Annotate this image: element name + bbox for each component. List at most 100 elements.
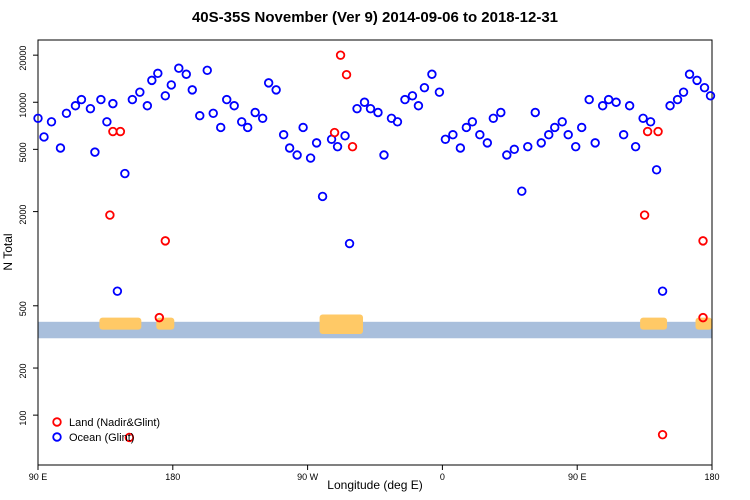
ocean-point (590, 138, 600, 148)
ocean-point (147, 75, 157, 86)
ocean-point (46, 117, 57, 127)
ocean-point (699, 82, 710, 93)
ocean-point (298, 122, 308, 133)
plot-border (37, 39, 713, 466)
ocean-point (250, 107, 260, 118)
land-point (657, 429, 668, 440)
ocean-point (181, 69, 191, 79)
ocean-point (672, 94, 683, 105)
ocean-point (292, 150, 302, 160)
land-point (341, 70, 352, 80)
ocean-point (530, 107, 540, 118)
ocean-point (618, 130, 629, 140)
ocean-point (166, 80, 177, 90)
ocean-point (651, 165, 662, 175)
land-point (115, 126, 126, 137)
x-tick-label: 90 E (29, 472, 48, 482)
x-axis-title: Longitude (deg E) (327, 478, 422, 492)
ocean-point (630, 141, 641, 152)
legend: Land (Nadir&Glint) Ocean (Glint) (52, 417, 160, 444)
land-points (105, 50, 708, 443)
ocean-point (102, 117, 112, 127)
ocean-point (576, 122, 587, 133)
land-point (108, 126, 118, 137)
ocean-point (153, 68, 163, 79)
ocean-points (33, 63, 716, 296)
ocean-point (96, 94, 106, 105)
land-point (653, 126, 663, 137)
ocean-point (482, 138, 493, 148)
land-mass-blob (319, 314, 364, 335)
ocean-point (365, 103, 376, 114)
land-mass-blob (99, 317, 142, 330)
ocean-point (39, 132, 49, 142)
ocean-point (665, 101, 675, 111)
x-tick-label: 90 W (297, 472, 319, 482)
ocean-point (550, 122, 560, 133)
ocean-point (160, 91, 171, 101)
ocean-point (359, 97, 370, 107)
land-mass-blob (156, 317, 175, 330)
ocean-point (544, 130, 554, 140)
ocean-point (127, 94, 138, 105)
y-tick-label: 5000 (18, 142, 28, 162)
legend-land-label: Land (Nadir&Glint) (69, 417, 160, 429)
ocean-point (440, 134, 451, 144)
ocean-point (496, 107, 506, 118)
ocean-point (563, 130, 573, 140)
ocean-point (509, 144, 519, 155)
ocean-point (284, 143, 295, 153)
land-point (335, 50, 346, 60)
ocean-point (195, 111, 205, 121)
ocean-point (705, 91, 716, 101)
ocean-point (242, 122, 253, 133)
legend-land-marker-icon (52, 417, 62, 427)
y-tick-label: 200 (18, 364, 28, 379)
land-point (124, 432, 135, 443)
land-point (160, 236, 171, 246)
band-rect (38, 321, 712, 339)
y-axis: 20000 10000 5000 2000 500 200 100 (18, 46, 38, 426)
ocean-point (638, 113, 648, 123)
ocean-point (624, 101, 635, 111)
ocean-point (557, 117, 567, 127)
ocean-point (142, 101, 153, 111)
ocean-point (523, 141, 533, 152)
x-tick-label: 90 E (568, 472, 587, 482)
ocean-point (112, 286, 123, 296)
ocean-point (407, 91, 418, 101)
ocean-point (340, 131, 350, 141)
ocean-point (257, 113, 268, 123)
ocean-point (305, 153, 316, 163)
legend-ocean-marker-icon (52, 432, 62, 442)
ocean-point (120, 168, 130, 179)
x-tick-label: 180 (165, 472, 180, 482)
land-mass-blob (640, 317, 668, 330)
reference-band (38, 321, 712, 339)
ocean-point (645, 117, 656, 127)
land-point (154, 312, 165, 323)
ocean-point (373, 107, 383, 118)
ocean-point (202, 65, 212, 76)
ocean-point (657, 286, 668, 296)
x-tick-label: 180 (704, 472, 719, 482)
ocean-point (434, 87, 445, 97)
legend-ocean-label: Ocean (Glint) (69, 432, 134, 444)
ocean-point (187, 85, 197, 95)
ocean-point (467, 117, 478, 127)
ocean-point (455, 143, 466, 153)
ocean-point (603, 94, 614, 105)
ocean-point (222, 94, 232, 105)
ocean-point (517, 186, 527, 196)
ocean-point (692, 75, 702, 86)
ocean-point (448, 130, 458, 140)
ocean-point (236, 117, 247, 127)
land-point (698, 236, 708, 246)
ocean-point (263, 78, 274, 88)
ocean-point (332, 141, 343, 152)
ocean-point (352, 103, 362, 114)
ocean-point (502, 150, 512, 160)
ocean-point (278, 130, 289, 140)
land-point (698, 312, 708, 323)
